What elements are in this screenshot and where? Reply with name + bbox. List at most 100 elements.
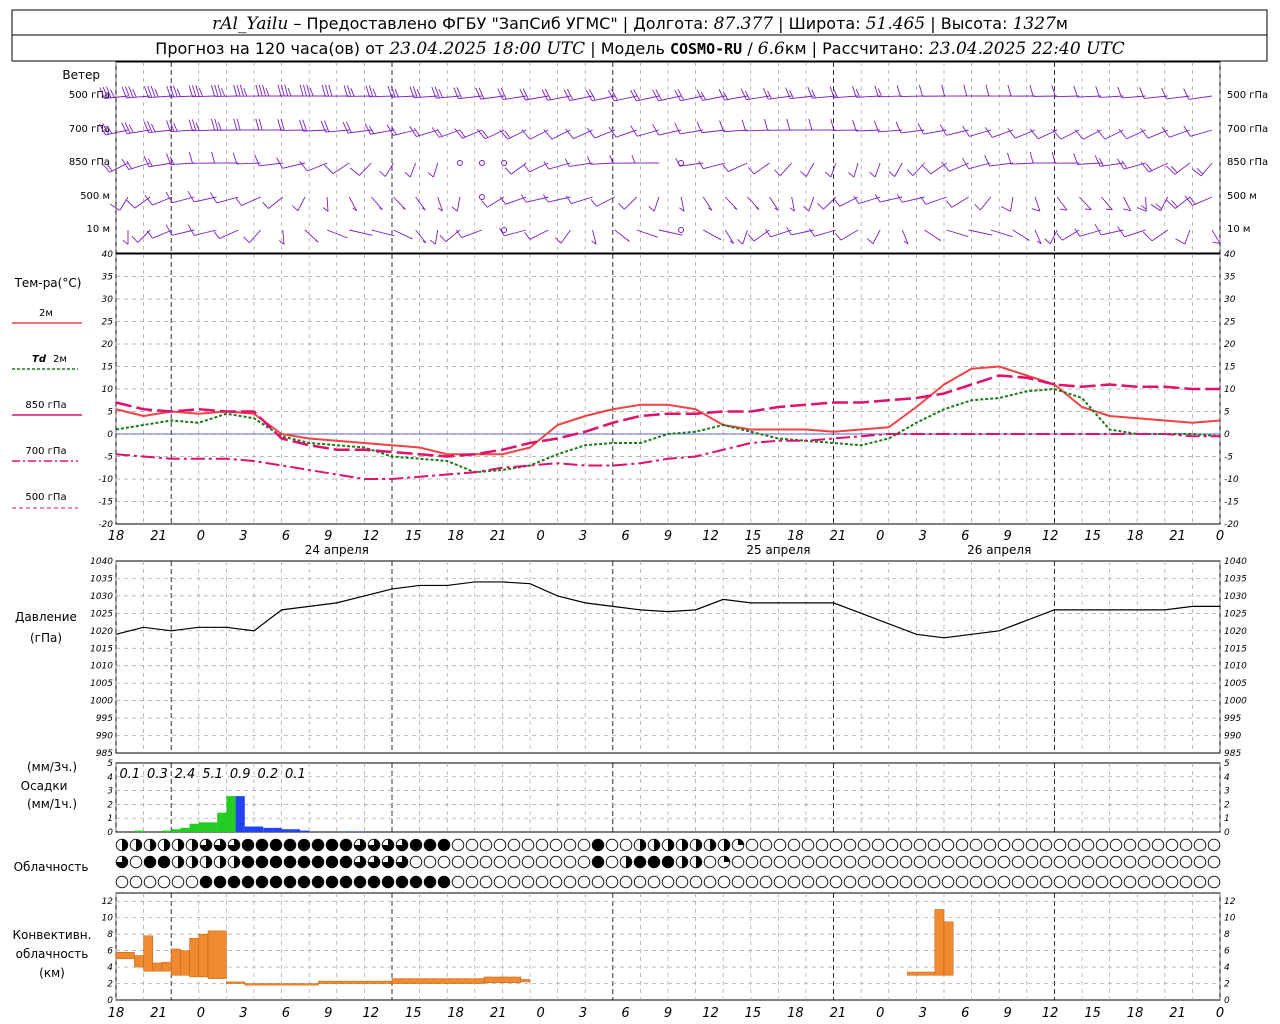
- wind-barb-feather: [825, 171, 832, 178]
- cloud-symbol-fill: [724, 839, 730, 851]
- wind-barb-feather: [1027, 238, 1030, 241]
- cloud-symbol-fill: [200, 876, 212, 888]
- wind-barb-feather: [394, 88, 399, 98]
- precip-bar: [208, 822, 218, 832]
- cloud-symbol: [913, 838, 927, 852]
- wind-barb-staff: [348, 196, 357, 211]
- press-ytick-left: 1025: [90, 609, 113, 619]
- cloud-symbol: [1081, 855, 1095, 869]
- wind-barb-staff: [569, 162, 593, 167]
- conv-ytick-right: 12: [1224, 897, 1236, 907]
- wind-calm-marker: [456, 160, 463, 166]
- wind-barb-feather: [210, 85, 216, 97]
- conv-cloud-bar: [143, 935, 154, 972]
- wind-barb-staff: [268, 196, 284, 209]
- wind-barb-feather: [214, 118, 219, 131]
- model-label: Модель: [601, 39, 665, 58]
- wind-barb-feather: [106, 86, 112, 98]
- wind-barb-feather: [1122, 208, 1131, 212]
- cloud-symbol-fill: [312, 839, 324, 851]
- wind-barb-staff: [480, 95, 505, 100]
- cloud-symbol: [507, 838, 521, 852]
- cloud-symbol-fill: [696, 856, 702, 868]
- wind-barb-staff: [241, 196, 261, 206]
- temp-2m-line: [115, 365, 1221, 456]
- wind-barb-feather: [166, 120, 171, 132]
- wind-barb-feather: [106, 125, 113, 134]
- cloud-symbol: [913, 855, 927, 869]
- wind-barb-feather: [800, 171, 807, 177]
- wind-barb-feather: [236, 84, 241, 97]
- wind-barb-feather: [436, 128, 443, 137]
- cloud-symbol: [955, 855, 969, 869]
- wind-barb-staff: [946, 129, 969, 136]
- cloud-symbol-fill: [682, 839, 688, 851]
- press-ytick-right: 995: [1224, 714, 1241, 724]
- wind-barb-feather: [1183, 125, 1191, 137]
- cloud-symbol-fill: [696, 839, 702, 851]
- wind-barb-feather: [102, 123, 109, 135]
- cloud-symbol: [1123, 875, 1137, 889]
- wind-barb-staff: [901, 229, 909, 245]
- cloud-symbol: [129, 875, 143, 889]
- wind-barb-feather: [729, 240, 734, 244]
- wind-barb-feather: [609, 155, 614, 164]
- wind-barb-feather: [1142, 231, 1153, 242]
- prec-ytick-left: 4: [107, 773, 113, 783]
- wind-barb-staff: [1049, 229, 1058, 244]
- wind-level-label-left: 700 гПа: [69, 124, 110, 135]
- temp-xtick: 6: [282, 529, 290, 544]
- wind-barb-feather: [555, 237, 562, 244]
- wind-barb-feather: [456, 87, 463, 99]
- wind-barb-feather: [217, 122, 222, 131]
- wind-barb-feather: [188, 119, 193, 131]
- cloud-symbol: [1179, 875, 1193, 889]
- wind-barb-feather: [287, 87, 292, 97]
- press-ytick-right: 985: [1224, 749, 1241, 759]
- conv-cloud-bar: [134, 955, 144, 968]
- wind-level-label-left: 500 гПа: [69, 90, 110, 101]
- wind-barb-feather: [125, 86, 131, 98]
- wind-barb-staff: [371, 229, 394, 237]
- cloud-symbol: [1081, 875, 1095, 889]
- wind-barb-feather: [343, 85, 348, 97]
- conv-cloud-bar: [391, 978, 485, 984]
- temp-ytick-right: 20: [1224, 340, 1236, 350]
- temp-ytick-left: -5: [104, 453, 113, 463]
- wind-barb-feather: [459, 129, 466, 138]
- wind-barb-feather: [255, 118, 260, 131]
- precip-bar: [180, 827, 190, 832]
- wind-barb-feather: [566, 88, 574, 101]
- wind-barb-feather: [522, 88, 529, 100]
- cloud-symbol: [997, 875, 1011, 889]
- cloud-symbol-fill: [284, 876, 296, 888]
- wind-barb-feather: [589, 89, 596, 101]
- cloud-symbol: [563, 875, 577, 889]
- wind-barb-staff: [347, 129, 372, 134]
- press-ytick-left: 1015: [90, 644, 113, 654]
- cloud-symbol: [563, 838, 577, 852]
- cloud-symbol: [479, 855, 493, 869]
- wind-barb-staff: [701, 129, 726, 134]
- cloud-symbol-fill: [200, 839, 212, 851]
- wind-barb-feather: [195, 122, 200, 131]
- wind-barb-feather: [262, 84, 267, 97]
- wind-barb-staff: [128, 162, 151, 170]
- wind-barb-feather: [143, 121, 150, 133]
- wind-barb-staff: [391, 95, 416, 98]
- press-ytick-left: 990: [96, 732, 113, 742]
- cloud-symbol-fill: [640, 839, 646, 851]
- temp-xtick: 0: [1216, 529, 1224, 544]
- wind-barb-feather: [765, 229, 771, 238]
- precip-bar: [300, 830, 310, 832]
- alt-label: Высота:: [941, 14, 1008, 33]
- cloud-symbol: [927, 855, 941, 869]
- wind-barb-feather: [421, 207, 426, 211]
- wind-barb-feather: [1166, 199, 1176, 209]
- prec-ytick-left: 0: [107, 828, 113, 838]
- wind-barb-staff: [1100, 162, 1124, 167]
- wind-barb-feather: [352, 207, 357, 212]
- wind-level-label-right: 10 м: [1227, 224, 1250, 235]
- temp-xtick: 12: [362, 529, 379, 544]
- press-ytick-left: 995: [96, 714, 113, 724]
